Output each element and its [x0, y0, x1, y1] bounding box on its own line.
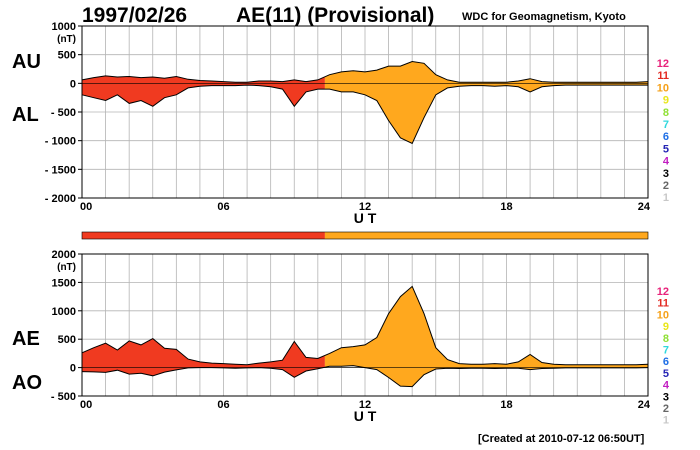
y-tick-label: 1500	[52, 277, 76, 289]
legend-entry: 7	[663, 119, 669, 131]
legend-entry: 8	[663, 333, 669, 345]
color-bar-early	[82, 232, 325, 239]
y-tick-label: 500	[58, 50, 76, 62]
area-fill-late	[324, 286, 648, 387]
y-tick-label: 500	[58, 334, 76, 346]
y-tick-label: 1000	[52, 21, 76, 33]
x-tick-label: 12	[359, 201, 371, 213]
legend-entry: 9	[663, 321, 669, 333]
y-tick-label: - 500	[51, 107, 76, 119]
legend-entry: 5	[663, 143, 669, 155]
legend-entry: 4	[663, 380, 670, 392]
x-tick-label: 06	[217, 399, 229, 411]
al-label: AL	[12, 104, 39, 126]
y-tick-label: - 500	[51, 391, 76, 403]
institution-label: WDC for Geomagnetism, Kyoto	[462, 11, 626, 23]
legend-entry: 1	[663, 192, 669, 204]
color-bar-frame	[81, 231, 649, 240]
y-tick-label: - 2000	[45, 193, 76, 205]
ao-label: AO	[12, 372, 42, 394]
legend-entry: 11	[657, 70, 669, 82]
panel-ae-ao	[78, 253, 649, 397]
legend-entry: 10	[657, 82, 669, 94]
legend-entry: 3	[663, 168, 669, 180]
y-tick-label: - 1000	[45, 136, 76, 148]
legend-entry: 5	[663, 368, 669, 380]
legend-entry: 12	[657, 58, 669, 70]
legend-entry: 6	[663, 356, 669, 368]
legend-entry: 9	[663, 95, 669, 107]
chart-date: 1997/02/26	[82, 4, 188, 27]
series-line-upper	[81, 60, 649, 83]
x-tick-label: 00	[80, 201, 92, 213]
legend-entry: 10	[657, 309, 669, 321]
y-tick-label: 0	[70, 363, 76, 375]
legend-entry: 2	[663, 403, 669, 415]
x-tick-label: 18	[500, 399, 512, 411]
y-unit-label: (nT)	[57, 34, 76, 45]
y-tick-label: 2000	[52, 249, 76, 261]
y-tick-label: - 1500	[45, 164, 76, 176]
legend-entry: 1	[663, 415, 669, 427]
legend-entry: 8	[663, 107, 669, 119]
x-tick-label: 12	[359, 399, 371, 411]
series-line-lower	[81, 84, 648, 145]
x-tick-label: 06	[217, 201, 229, 213]
color-bar-late	[324, 232, 648, 239]
panel-au-al	[78, 25, 649, 199]
x-tick-label: 18	[500, 201, 512, 213]
x-tick-label: 24	[638, 399, 651, 411]
au-label: AU	[12, 51, 41, 73]
x-tick-label: 24	[638, 201, 651, 213]
legend-entry: 7	[663, 345, 669, 357]
legend-entry: 2	[663, 180, 669, 192]
x-tick-label: 00	[80, 399, 92, 411]
y-tick-label: 0	[70, 78, 76, 90]
legend-entry: 6	[663, 131, 669, 143]
created-timestamp: [Created at 2010-07-12 06:50UT]	[478, 433, 645, 445]
plot-frame	[81, 253, 649, 397]
y-unit-label: (nT)	[57, 262, 76, 273]
legend-entry: 12	[657, 286, 669, 298]
series-line-upper	[81, 285, 649, 366]
y-tick-label: 1000	[52, 306, 76, 318]
legend-entry: 4	[663, 156, 670, 168]
x-axis-label: U T	[354, 408, 377, 424]
chart-title: AE(11) (Provisional)	[236, 4, 435, 27]
x-axis-label: U T	[354, 210, 377, 226]
legend-entry: 3	[663, 391, 669, 403]
area-fill-late	[324, 61, 648, 144]
ae-label: AE	[12, 328, 40, 350]
legend-entry: 11	[657, 298, 669, 310]
